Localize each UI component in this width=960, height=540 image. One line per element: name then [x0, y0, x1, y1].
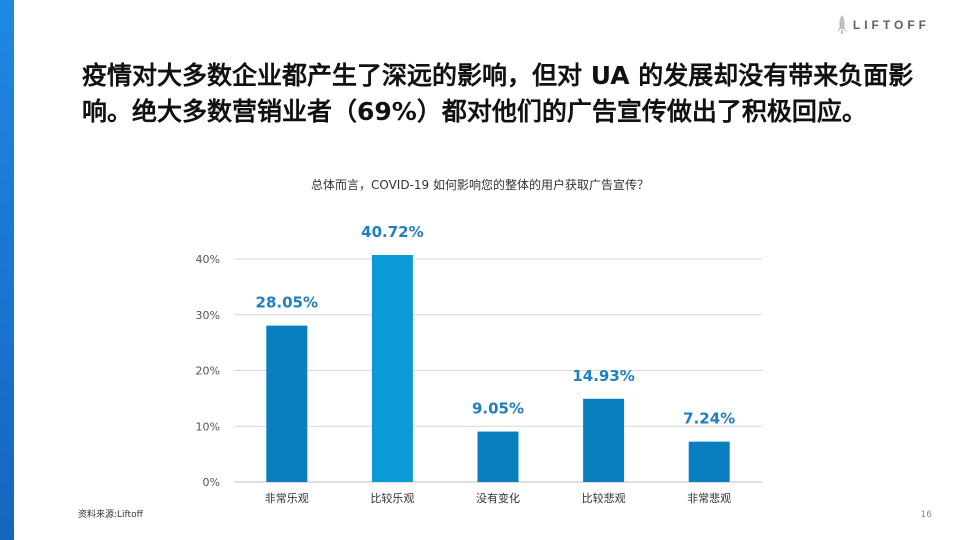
page-number: 16 [920, 510, 932, 520]
data-label: 14.93% [572, 367, 634, 385]
data-label: 28.05% [256, 294, 318, 312]
bar [371, 254, 413, 482]
x-tick-label: 比较悲观 [582, 491, 626, 505]
bar [688, 441, 730, 482]
y-tick-label: 20% [196, 365, 220, 378]
data-label: 40.72% [361, 223, 423, 241]
brand-name: LIFTOFF [852, 18, 930, 32]
left-accent-bar [0, 0, 14, 540]
y-tick-label: 0% [203, 476, 220, 489]
bar [266, 325, 308, 482]
data-label: 7.24% [683, 410, 735, 428]
chart-title: 总体而言，COVID-19 如何影响您的整体的用户获取广告宣传？ [310, 178, 650, 192]
brand-logo: LIFTOFF [836, 14, 930, 36]
source-note: 资料来源:Liftoff [78, 510, 143, 520]
y-tick-label: 10% [196, 420, 220, 433]
data-label: 9.05% [472, 400, 524, 418]
y-tick-label: 30% [196, 309, 220, 322]
y-tick-label: 40% [196, 253, 220, 266]
x-tick-label: 没有变化 [476, 491, 520, 505]
rocket-icon [836, 15, 847, 34]
page-headline: 疫情对大多数企业都产生了深远的影响，但对 UA 的发展却没有带来负面影响。绝大多… [82, 61, 914, 126]
bar [583, 398, 625, 482]
x-tick-label: 非常乐观 [265, 492, 309, 505]
bar [477, 431, 519, 482]
x-tick-label: 比较乐观 [370, 491, 414, 505]
x-tick-label: 非常悲观 [687, 491, 731, 505]
